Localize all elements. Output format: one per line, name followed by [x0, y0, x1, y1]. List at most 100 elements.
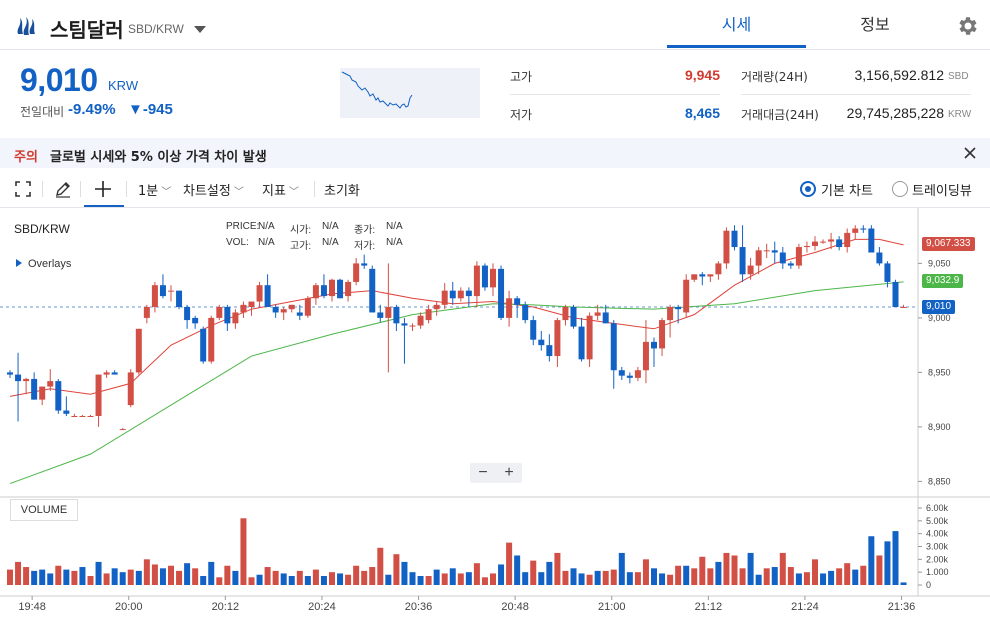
- x-tick-label: 20:24: [308, 601, 336, 613]
- volume-bar: [401, 561, 408, 585]
- candle-body: [39, 386, 46, 400]
- candle-body: [377, 312, 384, 318]
- coin-pair: SBD/KRW: [128, 22, 184, 36]
- overlays-toggle[interactable]: Overlays: [16, 258, 71, 270]
- tab-market[interactable]: 시세: [667, 0, 806, 48]
- coin-select-dropdown-icon[interactable]: [194, 26, 206, 33]
- candle-body: [71, 416, 78, 417]
- notice-text: 글로벌 시세와 5% 이상 가격 차이 발생: [50, 150, 267, 165]
- volume-bar: [39, 569, 46, 585]
- candle-body: [634, 370, 641, 378]
- price-chart-area[interactable]: 9,050 9,000 8,950 8,900 8,850 6.00k 5.00k 4.00k…: [0, 208, 990, 626]
- candle-body: [441, 290, 448, 305]
- volume-bar: [151, 564, 158, 585]
- candle-body: [111, 372, 118, 375]
- volume-bar: [55, 565, 62, 585]
- volume-bar: [329, 572, 335, 585]
- candle-body: [498, 268, 505, 318]
- notice-tag: 주의: [14, 150, 38, 165]
- basic-chart-label[interactable]: 기본 차트: [821, 184, 873, 199]
- reset-button[interactable]: 초기화: [324, 184, 360, 199]
- fullscreen-icon[interactable]: [14, 180, 32, 198]
- close-icon[interactable]: [962, 145, 978, 161]
- candle-body: [787, 263, 794, 266]
- volume-bar: [192, 568, 199, 585]
- zoom-controls: − +: [470, 463, 522, 483]
- high-value: 9,945: [684, 67, 720, 83]
- candle-body: [490, 268, 496, 288]
- candle-body: [409, 325, 416, 327]
- indicators-dropdown[interactable]: 지표 ﹀: [262, 180, 299, 199]
- volume-bar: [651, 568, 657, 585]
- tradingview-label[interactable]: 트레이딩뷰: [912, 184, 972, 199]
- info-open-label: 시가:: [290, 225, 312, 236]
- candle-body: [288, 304, 295, 310]
- candle-body: [771, 250, 778, 253]
- volume-bar: [31, 570, 38, 585]
- info-close-value: N/A: [386, 221, 403, 232]
- info-price-label: PRICE:: [226, 221, 260, 232]
- volume-bar: [522, 572, 529, 585]
- candle-body: [320, 285, 327, 297]
- candle-body: [779, 252, 786, 264]
- candle-body: [95, 374, 102, 416]
- gear-icon[interactable]: [956, 14, 980, 38]
- chart-pair-label: SBD/KRW: [14, 222, 70, 236]
- price-unit: KRW: [108, 78, 139, 93]
- zoom-in-button[interactable]: +: [504, 464, 514, 481]
- candle-body: [651, 341, 657, 349]
- candle-body: [240, 304, 247, 313]
- volume-bar: [433, 569, 440, 585]
- candle-body: [385, 307, 392, 318]
- x-tick-label: 19:48: [18, 601, 46, 613]
- candle-body: [506, 298, 513, 318]
- tradingview-radio[interactable]: [892, 181, 908, 197]
- volume-bar: [47, 573, 54, 585]
- volume-bar: [683, 565, 690, 585]
- volume-bar: [304, 576, 311, 585]
- volume-bar: [884, 541, 891, 585]
- chart-settings-dropdown[interactable]: 차트설정 ﹀: [183, 180, 244, 199]
- candle-body: [159, 285, 166, 297]
- candle-body: [224, 307, 231, 324]
- volume-bar: [95, 561, 102, 585]
- volume-bar: [240, 518, 247, 585]
- volume-bar: [755, 574, 762, 585]
- price-gap-notice: 주의 글로벌 시세와 5% 이상 가격 차이 발생: [0, 138, 990, 168]
- pencil-icon[interactable]: [54, 180, 72, 198]
- candle-body: [361, 263, 368, 266]
- x-tick-label: 21:12: [695, 601, 723, 613]
- volume-bar: [538, 572, 545, 585]
- candle-body: [626, 375, 633, 378]
- interval-dropdown[interactable]: 1분 ﹀: [138, 180, 171, 199]
- low-value: 8,465: [684, 105, 720, 121]
- volume-bar: [23, 567, 30, 585]
- last-price-tag: 9,010: [922, 300, 956, 314]
- candle-body: [481, 265, 488, 288]
- candle-body: [610, 323, 617, 371]
- volume-bar: [820, 573, 827, 585]
- volume-bar: [320, 576, 327, 585]
- crosshair-icon[interactable]: [94, 180, 112, 198]
- candle-body: [23, 378, 30, 382]
- candlestick-chart[interactable]: 9,050 9,000 8,950 8,900 8,850 6.00k 5.00k 4.00k…: [0, 208, 990, 626]
- candle-body: [594, 312, 601, 316]
- basic-chart-radio[interactable]: [800, 181, 816, 197]
- zoom-out-button[interactable]: −: [478, 464, 488, 481]
- volume-bar: [900, 582, 907, 585]
- candle-body: [296, 312, 303, 316]
- candle-body: [449, 290, 456, 299]
- candle-body: [312, 285, 319, 299]
- volume-bar: [691, 568, 698, 585]
- candle-body: [828, 239, 835, 242]
- x-tick-label: 20:36: [405, 601, 433, 613]
- volume-bar: [667, 574, 674, 585]
- candle-body: [795, 247, 802, 266]
- candle-body: [667, 307, 674, 321]
- volume-bar: [393, 554, 400, 585]
- volume-bar: [892, 531, 899, 585]
- tab-info[interactable]: 정보: [860, 15, 890, 34]
- volume-bar: [642, 559, 649, 585]
- candle-body: [200, 328, 207, 362]
- candle-body: [87, 416, 94, 417]
